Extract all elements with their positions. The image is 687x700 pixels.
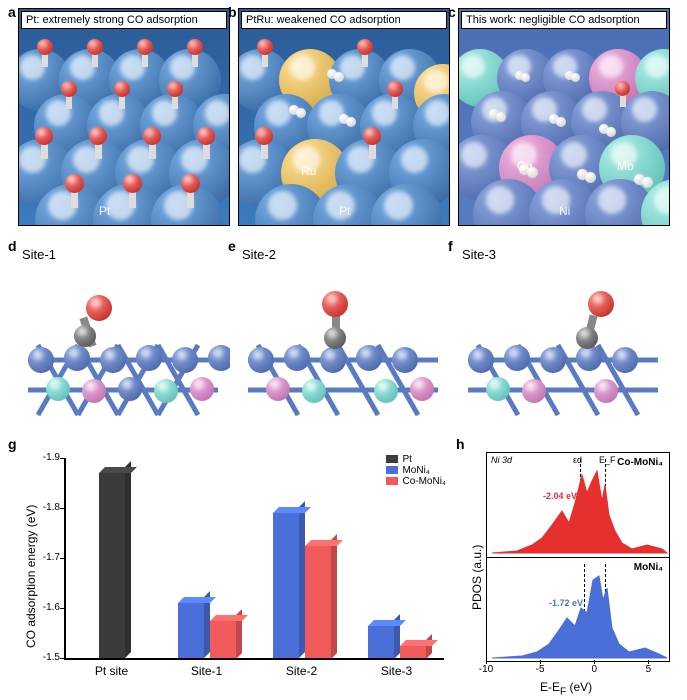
bar-MoNi₄ — [368, 626, 394, 659]
pdos-xlabel: E-EF (eV) — [540, 680, 592, 697]
y-tick-label: -1.8 — [36, 502, 60, 513]
mo-label-c: Mo — [617, 159, 634, 173]
bar-MoNi₄ — [273, 513, 299, 658]
panel-b: PtRu: weakened CO adsorption — [238, 8, 450, 226]
pdos-bottom: MoNi₄ -1.72 eV — [487, 558, 669, 663]
panel-b-title: PtRu: weakened CO adsorption — [241, 11, 447, 29]
y-tick-label: -1.7 — [36, 552, 60, 563]
slab-d — [18, 245, 230, 420]
y-tick-label: -1.5 — [36, 652, 60, 663]
bar-MoNi₄ — [178, 603, 204, 658]
bar-Co-MoNi₄ — [210, 621, 236, 659]
x-category-label: Pt site — [64, 664, 159, 678]
pdos-plot: Ni 3d Co-MoNi₄ -2.04 eV εd E_F MoNi₄ -1.… — [486, 452, 670, 662]
ni-label-c: Ni — [559, 204, 570, 218]
panel-c-label: c — [448, 4, 456, 20]
site-3-label: Site-3 — [462, 247, 496, 262]
y-tick-label: -1.9 — [36, 452, 60, 463]
panel-a: Pt: extremely strong CO adsorption — [18, 8, 230, 226]
pdos-x-tick: 0 — [586, 664, 602, 675]
site-1-label: Site-1 — [22, 247, 56, 262]
panel-a-label: a — [8, 4, 16, 20]
slab-e — [238, 245, 450, 420]
ru-label: Ru — [301, 164, 316, 178]
pdos-x-tick: 5 — [640, 664, 656, 675]
x-category-label: Site-2 — [254, 664, 349, 678]
panel-c-title: This work: negligible CO adsorption — [461, 11, 667, 29]
pdos-bottom-curve-icon — [487, 558, 671, 663]
bar-legend: Pt MoNi₄ Co-MoNi₄ — [386, 454, 446, 487]
ptb-label: Pt — [339, 204, 350, 218]
bar-Co-MoNi₄ — [400, 646, 426, 659]
panel-c: This work: negligible CO adsorption — [458, 8, 670, 226]
panel-f-label: f — [448, 238, 453, 254]
panel-e: Site-2 — [238, 245, 450, 420]
pdos-ylabel: PDOS (a.u.) — [470, 460, 484, 610]
pt-label: Pt — [99, 204, 110, 218]
bar-Pt — [99, 473, 125, 658]
y-tick-label: -1.6 — [36, 602, 60, 613]
legend-moni4: MoNi₄ — [402, 465, 429, 476]
x-category-label: Site-3 — [349, 664, 444, 678]
panel-d-label: d — [8, 238, 17, 254]
x-category-label: Site-1 — [159, 664, 254, 678]
pdos-x-tick: -10 — [478, 664, 494, 675]
pdos-x-tick: -5 — [532, 664, 548, 675]
pdos-top: Ni 3d Co-MoNi₄ -2.04 eV εd E_F — [487, 453, 669, 558]
bar-groups — [64, 458, 444, 658]
panel-e-label: e — [228, 238, 236, 254]
panel-d: Site-1 — [18, 245, 230, 420]
panel-b-label: b — [228, 4, 237, 20]
panel-h-label: h — [456, 436, 465, 452]
legend-pt: Pt — [402, 454, 411, 465]
bar-Co-MoNi₄ — [305, 546, 331, 659]
panel-a-title: Pt: extremely strong CO adsorption — [21, 11, 227, 29]
co-label-c: Co — [517, 159, 532, 173]
panel-g-label: g — [8, 436, 17, 452]
slab-f — [458, 245, 670, 420]
site-2-label: Site-2 — [242, 247, 276, 262]
pdos-top-curve-icon — [487, 453, 671, 558]
bar-chart-g: CO adsorption energy (eV) -1.9-1.8-1.7-1… — [18, 448, 450, 686]
figure-root: Pt: extremely strong CO adsorption — [0, 0, 687, 700]
legend-comoni4: Co-MoNi₄ — [402, 476, 446, 487]
panel-f: Site-3 — [458, 245, 670, 420]
